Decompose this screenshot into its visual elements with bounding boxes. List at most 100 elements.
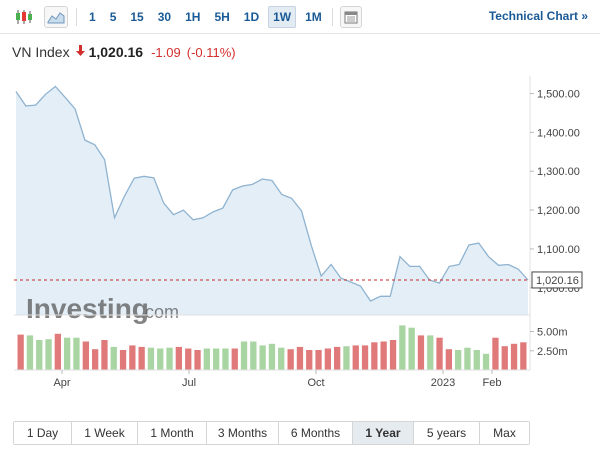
volume-bar bbox=[203, 348, 210, 370]
interval-1d[interactable]: 1D bbox=[243, 10, 260, 24]
toolbar-divider bbox=[332, 8, 333, 26]
instrument-name: VN Index bbox=[12, 44, 70, 60]
volume-bar bbox=[240, 341, 248, 370]
range-3-months[interactable]: 3 Months bbox=[207, 422, 279, 444]
volume-bar bbox=[492, 337, 499, 370]
range-selector: 1 Day 1 Week 1 Month 3 Months 6 Months 1… bbox=[13, 421, 530, 445]
y-tick-label: 1,200.00 bbox=[537, 205, 580, 217]
volume-bar bbox=[315, 350, 322, 370]
interval-5h[interactable]: 5H bbox=[214, 10, 230, 24]
down-arrow-icon bbox=[75, 45, 85, 59]
interval-1[interactable]: 1 bbox=[89, 10, 96, 24]
range-max[interactable]: Max bbox=[480, 422, 529, 444]
volume-bar bbox=[194, 350, 201, 370]
x-tick-label: Oct bbox=[307, 377, 324, 389]
volume-bar bbox=[343, 346, 350, 370]
volume-bar bbox=[110, 346, 117, 370]
interval-1w[interactable]: 1W bbox=[268, 6, 297, 28]
volume-bar bbox=[427, 335, 434, 370]
area-chart-icon[interactable] bbox=[44, 6, 68, 28]
volume-bar bbox=[324, 348, 331, 370]
y-tick-label: 1,100.00 bbox=[537, 244, 580, 256]
volume-bar bbox=[352, 345, 359, 370]
toolbar-divider bbox=[76, 8, 77, 26]
volume-bar bbox=[54, 333, 61, 370]
volume-bar bbox=[520, 342, 527, 370]
volume-bar bbox=[26, 335, 34, 370]
volume-bar bbox=[259, 345, 266, 370]
y-tick-label: 1,500.00 bbox=[537, 88, 580, 100]
last-value-box bbox=[531, 271, 583, 289]
volume-bar bbox=[334, 346, 341, 370]
volume-bar bbox=[510, 343, 518, 370]
volume-bar bbox=[371, 342, 378, 370]
watermark-brand: Investing bbox=[26, 293, 149, 324]
volume-bar bbox=[482, 353, 490, 370]
volume-bar bbox=[268, 343, 276, 370]
volume-bar bbox=[380, 341, 387, 370]
volume-bar bbox=[138, 346, 145, 370]
volume-bar bbox=[436, 337, 443, 370]
volume-bar bbox=[119, 350, 127, 370]
volume-bar bbox=[296, 346, 304, 370]
volume-bar bbox=[82, 341, 89, 370]
price-change: -1.09 bbox=[151, 44, 181, 60]
volume-bar bbox=[445, 349, 452, 370]
range-1-year[interactable]: 1 Year bbox=[353, 422, 414, 444]
calendar-icon[interactable] bbox=[340, 6, 362, 28]
volume-bar bbox=[278, 347, 285, 370]
volume-tick-label: 5.00m bbox=[537, 327, 568, 339]
interval-15[interactable]: 15 bbox=[130, 10, 144, 24]
y-tick-label: 1,400.00 bbox=[537, 127, 580, 139]
volume-bar bbox=[250, 341, 257, 370]
volume-bar bbox=[64, 337, 71, 370]
interval-1m[interactable]: 1M bbox=[305, 10, 322, 24]
interval-5[interactable]: 5 bbox=[109, 10, 117, 24]
technical-chart-link[interactable]: Technical Chart » bbox=[488, 9, 588, 23]
volume-bar bbox=[464, 347, 471, 370]
volume-bar bbox=[36, 340, 43, 370]
range-5-years[interactable]: 5 years bbox=[414, 422, 480, 444]
price-chart[interactable]: Investing .com 1,500.00 1,400.00 1,300.00 1… bbox=[0, 70, 600, 415]
volume-bar bbox=[417, 335, 425, 370]
range-1-month[interactable]: 1 Month bbox=[138, 422, 207, 444]
volume-bar bbox=[185, 348, 192, 370]
volume-bar bbox=[213, 348, 220, 370]
range-1-day[interactable]: 1 Day bbox=[14, 422, 72, 444]
y-tick-label: 1,300.00 bbox=[537, 166, 580, 178]
x-tick-label: Apr bbox=[53, 377, 70, 389]
volume-tick-label: 2.50m bbox=[537, 346, 568, 358]
volume-bar bbox=[129, 345, 136, 370]
volume-bar bbox=[408, 327, 415, 370]
x-tick-label: Feb bbox=[483, 377, 502, 389]
volume-bar bbox=[157, 348, 164, 370]
volume-bar bbox=[231, 348, 238, 370]
volume-bar bbox=[361, 345, 369, 370]
volume-bar bbox=[399, 325, 406, 370]
volume-bar bbox=[45, 339, 52, 370]
interval-1h[interactable]: 1H bbox=[185, 10, 201, 24]
quote-header: VN Index 1,020.16 -1.09 (-0.11%) bbox=[12, 43, 236, 61]
volume-bar bbox=[501, 346, 508, 370]
volume-bar bbox=[101, 340, 108, 370]
volume-bar bbox=[175, 346, 182, 370]
volume-bar bbox=[389, 340, 397, 370]
volume-bar bbox=[147, 347, 155, 370]
volume-bar bbox=[306, 350, 313, 370]
price-area-fill bbox=[16, 86, 528, 315]
price-change-percent: (-0.11%) bbox=[186, 44, 236, 60]
candlestick-icon[interactable] bbox=[12, 6, 36, 28]
volume-bar bbox=[73, 337, 80, 370]
x-tick-label: 2023 bbox=[431, 377, 455, 389]
range-1-week[interactable]: 1 Week bbox=[72, 422, 138, 444]
range-6-months[interactable]: 6 Months bbox=[279, 422, 353, 444]
x-tick-label: Jul bbox=[182, 377, 196, 389]
volume-bar bbox=[473, 350, 480, 370]
volume-bar bbox=[166, 347, 173, 370]
volume-bar bbox=[92, 349, 99, 370]
last-price: 1,020.16 bbox=[88, 44, 144, 60]
interval-30[interactable]: 30 bbox=[157, 10, 172, 24]
price-line bbox=[15, 85, 529, 302]
volume-bar bbox=[287, 349, 294, 370]
watermark-suffix: .com bbox=[140, 302, 179, 322]
